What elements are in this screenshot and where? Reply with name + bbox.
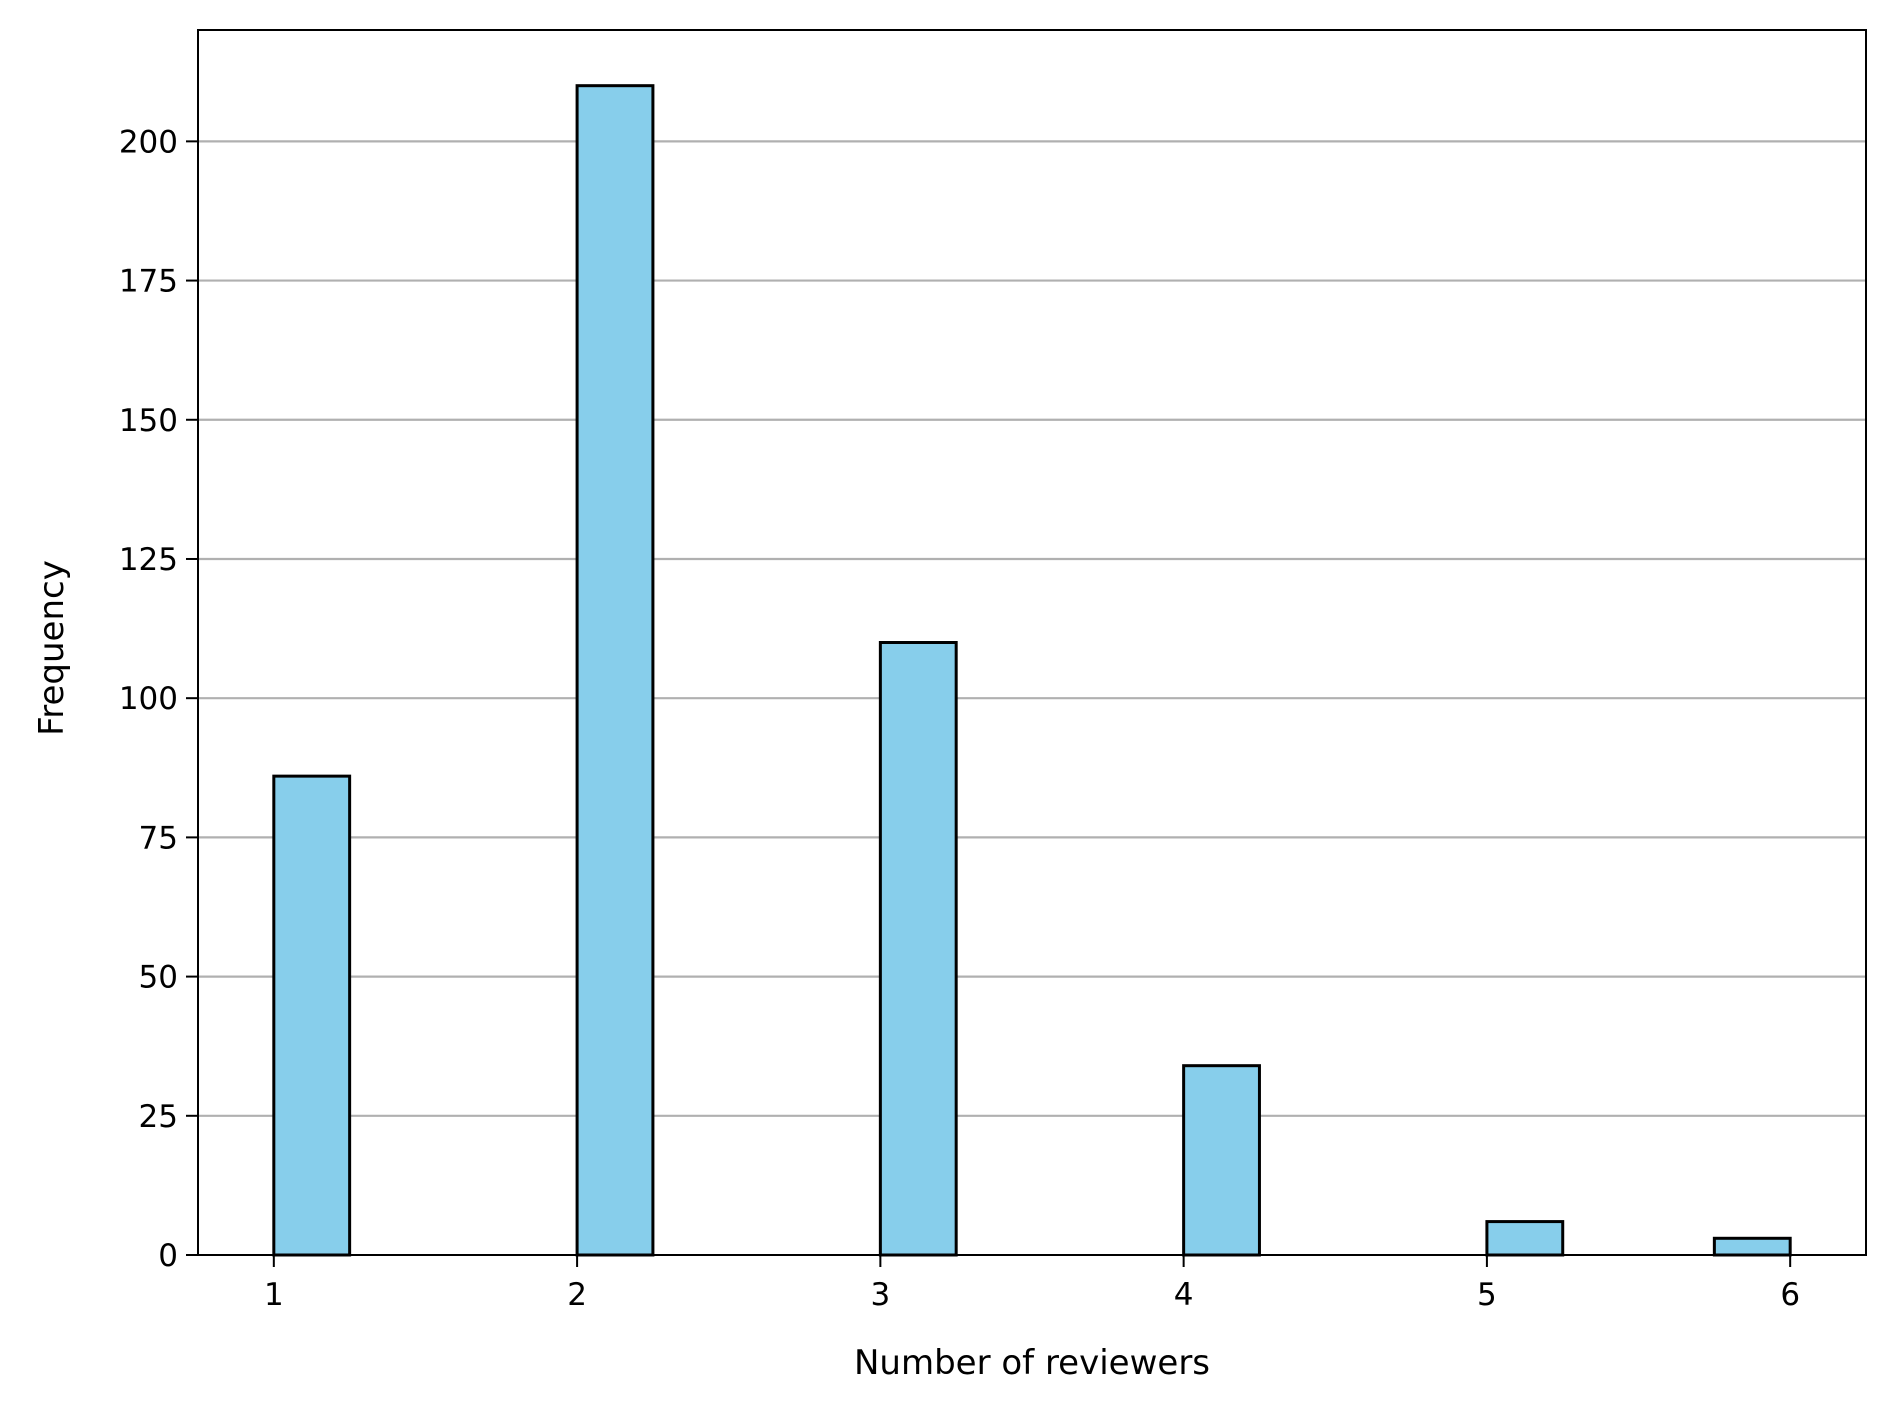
x-tick-label-5: 5: [1477, 1277, 1497, 1313]
y-tick-label-175: 175: [119, 264, 178, 300]
bar-1: [272, 774, 352, 1257]
y-axis-label: Frequency: [32, 560, 72, 736]
x-axis-ticks: 1 2 3 4 5 6: [264, 1255, 1800, 1313]
y-tick-label-150: 150: [119, 403, 178, 439]
y-tick-label-0: 0: [158, 1238, 178, 1274]
bar-5: [1485, 1220, 1565, 1257]
x-tick-label-2: 2: [567, 1277, 587, 1313]
y-tick-label-75: 75: [139, 820, 178, 856]
x-tick-label-4: 4: [1174, 1277, 1194, 1313]
y-tick-label-25: 25: [139, 1099, 178, 1135]
x-tick-label-6: 6: [1780, 1277, 1800, 1313]
bars: [272, 84, 1792, 1257]
bar-6: [1712, 1236, 1792, 1257]
x-tick-label-3: 3: [870, 1277, 890, 1313]
x-tick-label-1: 1: [264, 1277, 284, 1313]
y-tick-label-100: 100: [119, 681, 178, 717]
gridlines: [198, 140, 1866, 1117]
bar-3: [878, 641, 958, 1257]
y-tick-label-125: 125: [119, 542, 178, 578]
y-axis-ticks: 0 25 50 75 100 125 150 175 200: [119, 124, 198, 1274]
bar-2: [575, 84, 655, 1257]
y-tick-label-50: 50: [139, 960, 178, 996]
y-tick-label-200: 200: [119, 124, 178, 160]
plot-frame: [197, 29, 1867, 1256]
x-axis-label: Number of reviewers: [854, 1343, 1210, 1383]
bar-4: [1182, 1064, 1261, 1257]
